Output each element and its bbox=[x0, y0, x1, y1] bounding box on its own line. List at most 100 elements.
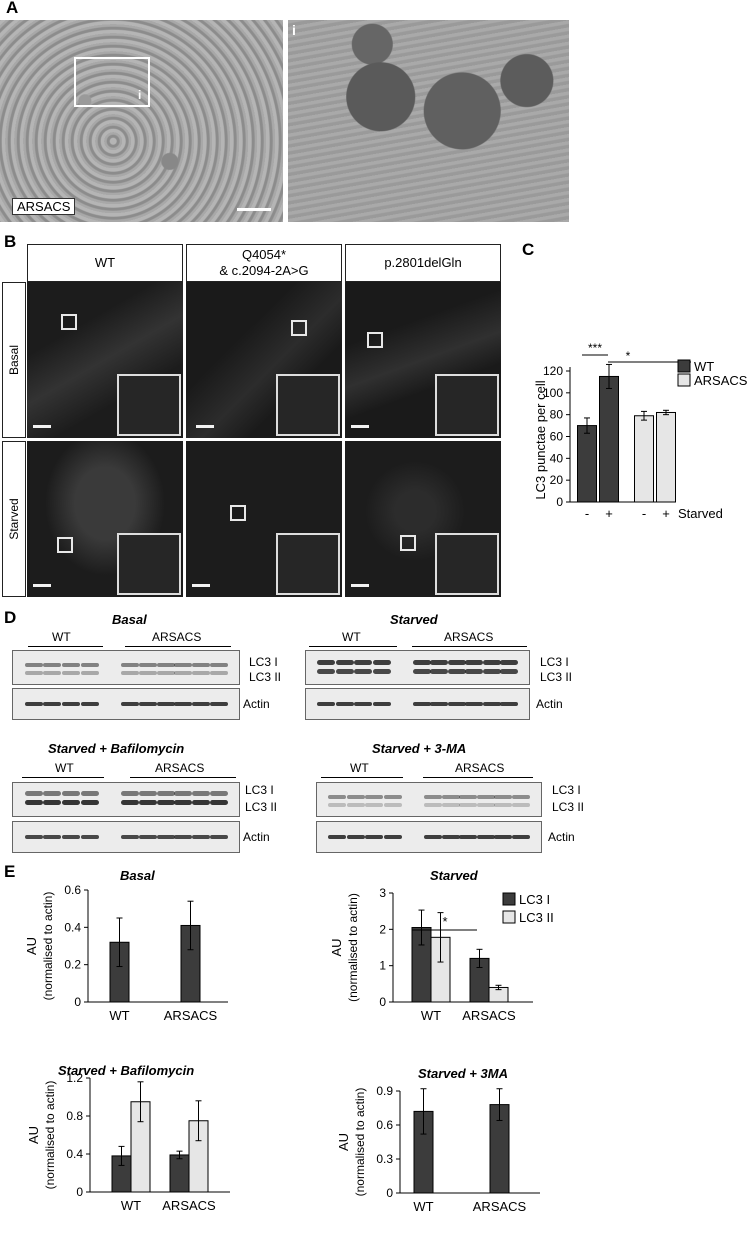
blot-band bbox=[424, 795, 443, 799]
blot-basal-lc3ii: LC3 II bbox=[249, 670, 282, 684]
scale-bar bbox=[237, 208, 271, 211]
bar bbox=[180, 924, 201, 1003]
blot-band bbox=[43, 791, 62, 796]
blot-band bbox=[317, 660, 336, 665]
blot-band bbox=[156, 663, 175, 667]
blot-band bbox=[383, 835, 402, 839]
y-axis-label: AU bbox=[329, 938, 344, 956]
bar bbox=[469, 957, 490, 1003]
blot-band bbox=[372, 702, 391, 706]
blot-band bbox=[209, 835, 228, 839]
roi-label: i bbox=[138, 88, 142, 102]
blot-band bbox=[383, 795, 402, 799]
x-tick-label: ARSACS bbox=[164, 1008, 218, 1023]
y-tick-label: 0.2 bbox=[64, 958, 81, 972]
blot-band bbox=[500, 669, 519, 674]
bar bbox=[130, 1101, 151, 1193]
blot-title-bafilomycin: Starved + Bafilomycin bbox=[48, 741, 185, 756]
blot-band bbox=[192, 800, 211, 805]
bar bbox=[413, 1110, 434, 1194]
blot-band bbox=[192, 663, 211, 667]
panel-label-c: C bbox=[522, 240, 535, 259]
blot-basal-lc3i: LC3 I bbox=[249, 655, 278, 669]
blot-band bbox=[412, 702, 431, 706]
blot-band bbox=[156, 835, 175, 839]
y-axis-label: AU bbox=[336, 1133, 351, 1151]
blot-starved-actin bbox=[305, 688, 530, 720]
blot-band bbox=[465, 669, 484, 674]
blot-baf-wt-line bbox=[22, 777, 104, 778]
blot-3ma-lc3 bbox=[316, 782, 542, 817]
blot-band bbox=[494, 795, 513, 799]
blot-band bbox=[139, 671, 158, 675]
y-tick-label: 0.4 bbox=[66, 1147, 83, 1161]
blot-band bbox=[494, 835, 513, 839]
blot-band bbox=[430, 669, 449, 674]
panel-label-d: D bbox=[4, 608, 17, 627]
blot-band bbox=[476, 835, 495, 839]
blot-baf-actin-label: Actin bbox=[243, 830, 270, 844]
blot-starved-actin-label: Actin bbox=[536, 697, 563, 711]
y-axis-sublabel: (normalised to actin) bbox=[346, 893, 360, 1002]
blot-band bbox=[346, 803, 365, 807]
blot-band bbox=[192, 671, 211, 675]
blot-starved-arsacs: ARSACS bbox=[444, 630, 494, 644]
blot-band bbox=[156, 800, 175, 805]
micrograph-q4054-starved bbox=[186, 441, 342, 597]
blot-band bbox=[328, 803, 347, 807]
blot-band bbox=[335, 660, 354, 665]
blot-band bbox=[43, 800, 62, 805]
blot-band bbox=[139, 835, 158, 839]
blot-band bbox=[156, 791, 175, 796]
y-tick-label: 0.6 bbox=[376, 1118, 393, 1132]
y-axis-sublabel: (normalised to actin) bbox=[43, 1081, 57, 1190]
micrograph-p2801-starved bbox=[345, 441, 501, 597]
y-tick-label: 0.9 bbox=[376, 1084, 393, 1098]
y-tick-label: 0 bbox=[379, 995, 386, 1009]
blot-band bbox=[476, 803, 495, 807]
blot-band bbox=[24, 800, 43, 805]
blot-3ma-wt-line bbox=[321, 777, 403, 778]
blot-band bbox=[328, 835, 347, 839]
blot-title-3ma: Starved + 3-MA bbox=[372, 741, 467, 756]
blot-band bbox=[24, 791, 43, 796]
blot-band bbox=[121, 791, 140, 796]
blot-band bbox=[465, 660, 484, 665]
x-tick-label: ARSACS bbox=[462, 1008, 516, 1023]
blot-starved-lc3i: LC3 I bbox=[540, 655, 569, 669]
blot-band bbox=[80, 671, 99, 675]
blot-band bbox=[512, 835, 531, 839]
blot-3ma-actin-label: Actin bbox=[548, 830, 575, 844]
y-tick-label: 0 bbox=[556, 495, 563, 509]
blot-band bbox=[317, 669, 336, 674]
em-overview-image bbox=[0, 20, 283, 222]
x-tick-label: + bbox=[605, 506, 613, 521]
blot-band bbox=[121, 663, 140, 667]
blot-band bbox=[174, 791, 193, 796]
y-tick-label: 0.4 bbox=[64, 920, 81, 934]
y-tick-label: 0 bbox=[74, 995, 81, 1009]
micrograph-p2801-basal bbox=[345, 282, 501, 438]
blot-band bbox=[335, 669, 354, 674]
bar bbox=[656, 411, 676, 503]
blot-band bbox=[121, 702, 140, 706]
legend-label: LC3 I bbox=[519, 892, 550, 907]
x-tick-label: WT bbox=[413, 1199, 433, 1214]
blot-band bbox=[412, 660, 431, 665]
blot-band bbox=[482, 669, 501, 674]
arsacs-label: ARSACS bbox=[12, 198, 76, 215]
blot-3ma-lc3ii: LC3 II bbox=[552, 800, 585, 814]
bar bbox=[599, 375, 619, 503]
blot-band bbox=[24, 702, 43, 706]
blot-band bbox=[365, 803, 384, 807]
blot-band bbox=[500, 660, 519, 665]
blot-3ma-arsacs-line bbox=[423, 777, 533, 778]
blot-band bbox=[365, 835, 384, 839]
blot-band bbox=[80, 702, 99, 706]
bar bbox=[188, 1120, 209, 1193]
micrograph-wt-basal bbox=[27, 282, 183, 438]
blot-band bbox=[365, 795, 384, 799]
panel-label-e: E bbox=[4, 862, 16, 881]
bar bbox=[411, 927, 432, 1003]
blot-band bbox=[354, 660, 373, 665]
